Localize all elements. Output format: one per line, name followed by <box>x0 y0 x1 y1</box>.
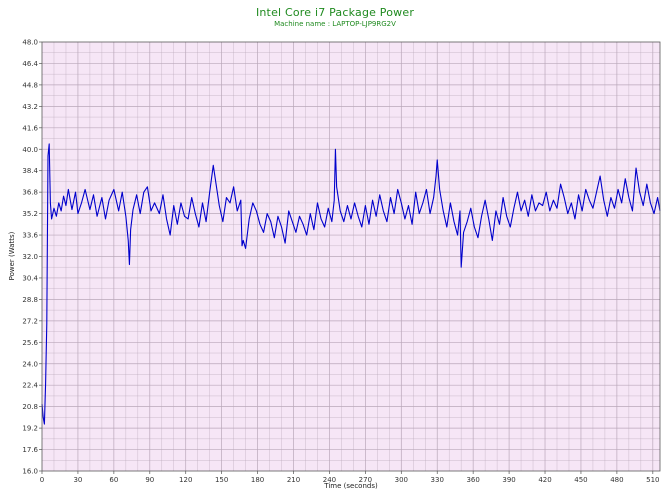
series-layer <box>41 143 661 425</box>
y-tick-label: 44.8 <box>22 81 38 89</box>
y-tick-label: 48.0 <box>22 39 38 47</box>
y-tick-label: 19.2 <box>22 425 38 433</box>
power-series-line <box>41 143 661 425</box>
x-tick-label: 0 <box>40 476 44 484</box>
chart-subtitle: Machine name : LAPTOP-LJP9RG2V <box>274 20 396 28</box>
y-tick-label: 20.8 <box>22 403 38 411</box>
x-tick-label: 90 <box>145 476 154 484</box>
x-axis-label: Time (seconds) <box>323 482 378 490</box>
y-tick-label: 46.4 <box>22 60 38 68</box>
x-tick-label: 300 <box>395 476 408 484</box>
x-tick-label: 150 <box>215 476 228 484</box>
y-tick-label: 22.4 <box>22 382 38 390</box>
y-tick-label: 38.4 <box>22 167 38 175</box>
y-tick-label: 43.2 <box>22 103 38 111</box>
x-tick-label: 240 <box>323 476 336 484</box>
y-tick-label: 36.8 <box>22 189 38 197</box>
x-tick-label: 330 <box>431 476 444 484</box>
x-tick-label: 480 <box>610 476 623 484</box>
y-tick-label: 27.2 <box>22 317 38 325</box>
y-tick-label: 28.8 <box>22 296 38 304</box>
y-tick-label: 24.0 <box>22 360 38 368</box>
y-axis-ticks: 16.0 17.6 19.2 20.8 22.4 24.0 25.6 27.2 28.8 30.4… <box>22 39 42 476</box>
x-tick-label: 120 <box>179 476 192 484</box>
x-axis-ticks: 0 30 60 90 120 150 180 210 240 270 300 330 360 390 420… <box>40 471 660 484</box>
chart-title: Intel Core i7 Package Power <box>255 6 415 19</box>
x-tick-label: 270 <box>359 476 372 484</box>
x-tick-label: 360 <box>466 476 479 484</box>
x-tick-label: 390 <box>502 476 515 484</box>
y-tick-label: 41.6 <box>22 124 38 132</box>
y-tick-label: 30.4 <box>22 274 38 282</box>
grid <box>42 42 660 471</box>
y-tick-label: 16.0 <box>22 468 38 476</box>
x-tick-label: 510 <box>646 476 659 484</box>
x-tick-label: 60 <box>109 476 118 484</box>
y-axis-label: Power (Watts) <box>8 231 16 280</box>
x-tick-label: 30 <box>73 476 82 484</box>
x-tick-label: 180 <box>251 476 264 484</box>
x-tick-label: 450 <box>574 476 587 484</box>
x-tick-label: 420 <box>538 476 551 484</box>
y-tick-label: 35.2 <box>22 210 38 218</box>
y-tick-label: 33.6 <box>22 232 38 240</box>
x-tick-label: 210 <box>287 476 300 484</box>
y-tick-label: 17.6 <box>22 446 38 454</box>
y-tick-label: 25.6 <box>22 339 38 347</box>
y-tick-label: 32.0 <box>22 253 38 261</box>
y-tick-label: 40.0 <box>22 146 38 154</box>
